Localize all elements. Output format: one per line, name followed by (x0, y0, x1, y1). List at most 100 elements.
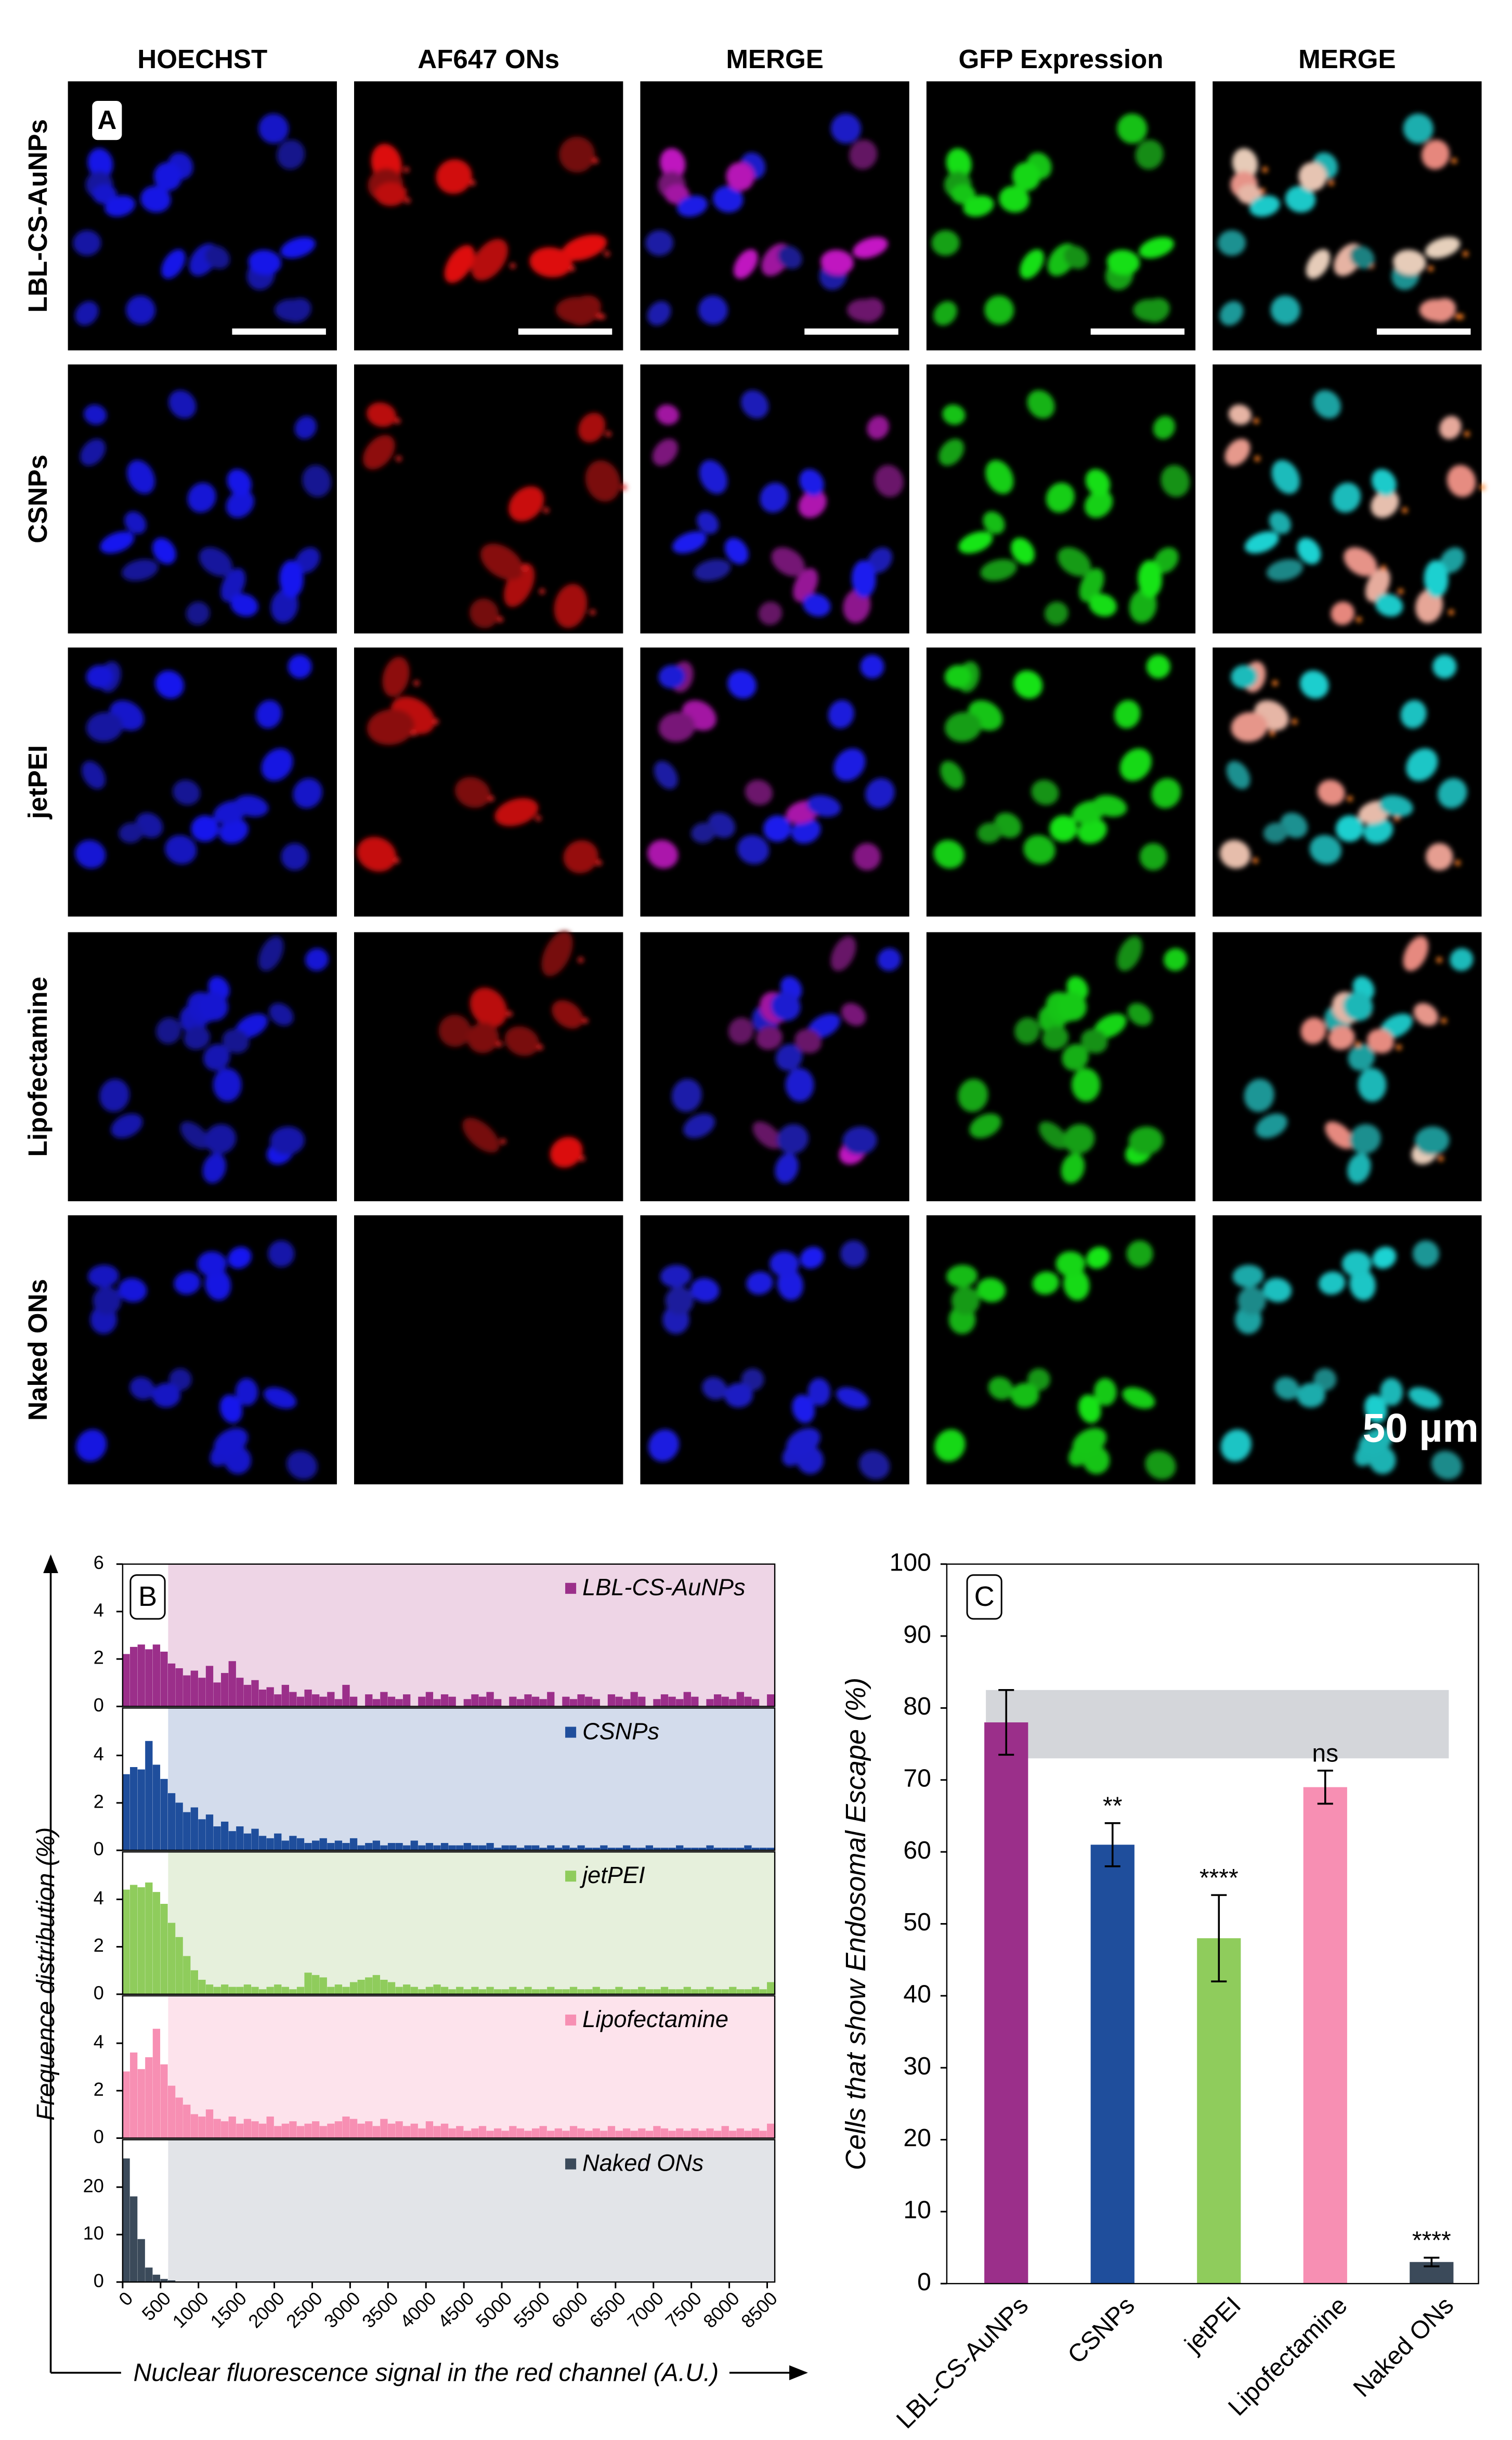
hist-bar (243, 1684, 252, 1707)
cell (550, 1137, 583, 1168)
cell (1393, 250, 1426, 275)
cell (214, 1427, 248, 1456)
hist-bar (228, 1987, 236, 1995)
hist-bar (145, 1649, 153, 1707)
hist-bar (160, 1904, 168, 1995)
hist-bar (387, 1696, 396, 1707)
hist-bar (221, 1673, 229, 1707)
cell (86, 665, 113, 689)
hist-bar (387, 1982, 396, 1995)
hist-bar (622, 1699, 631, 1707)
spot (543, 507, 550, 513)
cell (277, 139, 305, 170)
y-tick-label: 0 (94, 1838, 104, 1860)
cell (851, 560, 876, 598)
cell (859, 1450, 890, 1479)
hist-bar (387, 1842, 396, 1851)
cells (363, 402, 627, 628)
cell (963, 195, 994, 217)
cell (286, 1450, 318, 1479)
cell (733, 249, 758, 279)
cells (438, 931, 589, 1168)
hist-bar (137, 1887, 145, 1995)
hist-bar (205, 1984, 214, 1995)
cell (76, 1429, 107, 1462)
cell (294, 416, 317, 439)
micrograph-bg (1213, 932, 1482, 1201)
cell (777, 1268, 803, 1301)
cell (654, 761, 678, 789)
bar (1090, 1845, 1135, 2284)
hist-bar (486, 2131, 494, 2138)
micrograph (640, 647, 909, 917)
cell (248, 250, 281, 275)
hist-bar (243, 1833, 252, 1851)
cell (656, 404, 680, 425)
hist-bar (463, 1699, 471, 1707)
cell (1364, 1394, 1387, 1423)
cell (690, 1278, 720, 1303)
error-bar (1104, 1822, 1120, 1867)
micrograph (1213, 364, 1485, 634)
hist-bar (145, 1882, 153, 1995)
hist-bar (440, 2123, 449, 2138)
cell (213, 1068, 242, 1102)
hist-bar (645, 2131, 653, 2138)
hist-bar (236, 2123, 244, 2138)
cell (1439, 416, 1462, 439)
cell (1027, 1368, 1050, 1391)
cell (777, 245, 802, 269)
error-bar (998, 1689, 1014, 1756)
hist-bar (281, 2123, 289, 2138)
hist-bar (592, 1987, 600, 1995)
cell (833, 748, 866, 781)
significance: **** (1412, 2226, 1451, 2254)
hist-bar (130, 1885, 138, 1995)
hist-bar (266, 1838, 274, 1851)
spot (413, 680, 420, 686)
cell (946, 148, 972, 179)
cell (1365, 568, 1390, 602)
cell (1446, 465, 1476, 497)
hist-bar (713, 1694, 722, 1707)
hist-bar (585, 1696, 593, 1707)
cell (152, 1383, 181, 1408)
spot (411, 730, 417, 736)
subplot-frame (122, 1563, 776, 1707)
hist-bar (312, 2121, 320, 2138)
hist-bar (767, 2123, 775, 2138)
cell (1224, 438, 1250, 466)
y-tick-label: 100 (890, 1548, 931, 1576)
hist-bar (327, 2123, 335, 2138)
cell (806, 795, 841, 817)
hist-bar (516, 1989, 525, 1995)
hist-bar (167, 1923, 176, 1995)
hist-bar (319, 1696, 327, 1707)
hist-bar (706, 1699, 714, 1707)
hist-bar (130, 1767, 138, 1851)
hist-bar (440, 1842, 449, 1851)
hist-bar (183, 1812, 191, 1851)
cell (1219, 301, 1244, 326)
micrograph (926, 647, 1196, 917)
hist-bar (478, 1696, 487, 1707)
cell (280, 237, 316, 258)
hist-bar (296, 1838, 305, 1851)
cells (645, 113, 888, 326)
cell (1072, 1427, 1107, 1456)
spot (590, 609, 596, 615)
cell (1350, 245, 1375, 269)
hist-bar (365, 2121, 373, 2138)
hist-bar (130, 2052, 138, 2138)
cell (792, 1394, 815, 1423)
hist-bar (357, 1979, 365, 1995)
hist-bar (524, 1845, 532, 1851)
cell (1117, 936, 1142, 971)
cell (1119, 748, 1152, 781)
hist-bar (289, 2121, 297, 2138)
cell (494, 798, 539, 826)
panel-c: 0102030405060708090100LBL-CS-AuNPs**CSNP… (840, 1548, 1479, 2434)
micrograph-bg (1213, 647, 1482, 917)
hist-bar (471, 1987, 479, 1995)
cell (840, 1240, 867, 1267)
